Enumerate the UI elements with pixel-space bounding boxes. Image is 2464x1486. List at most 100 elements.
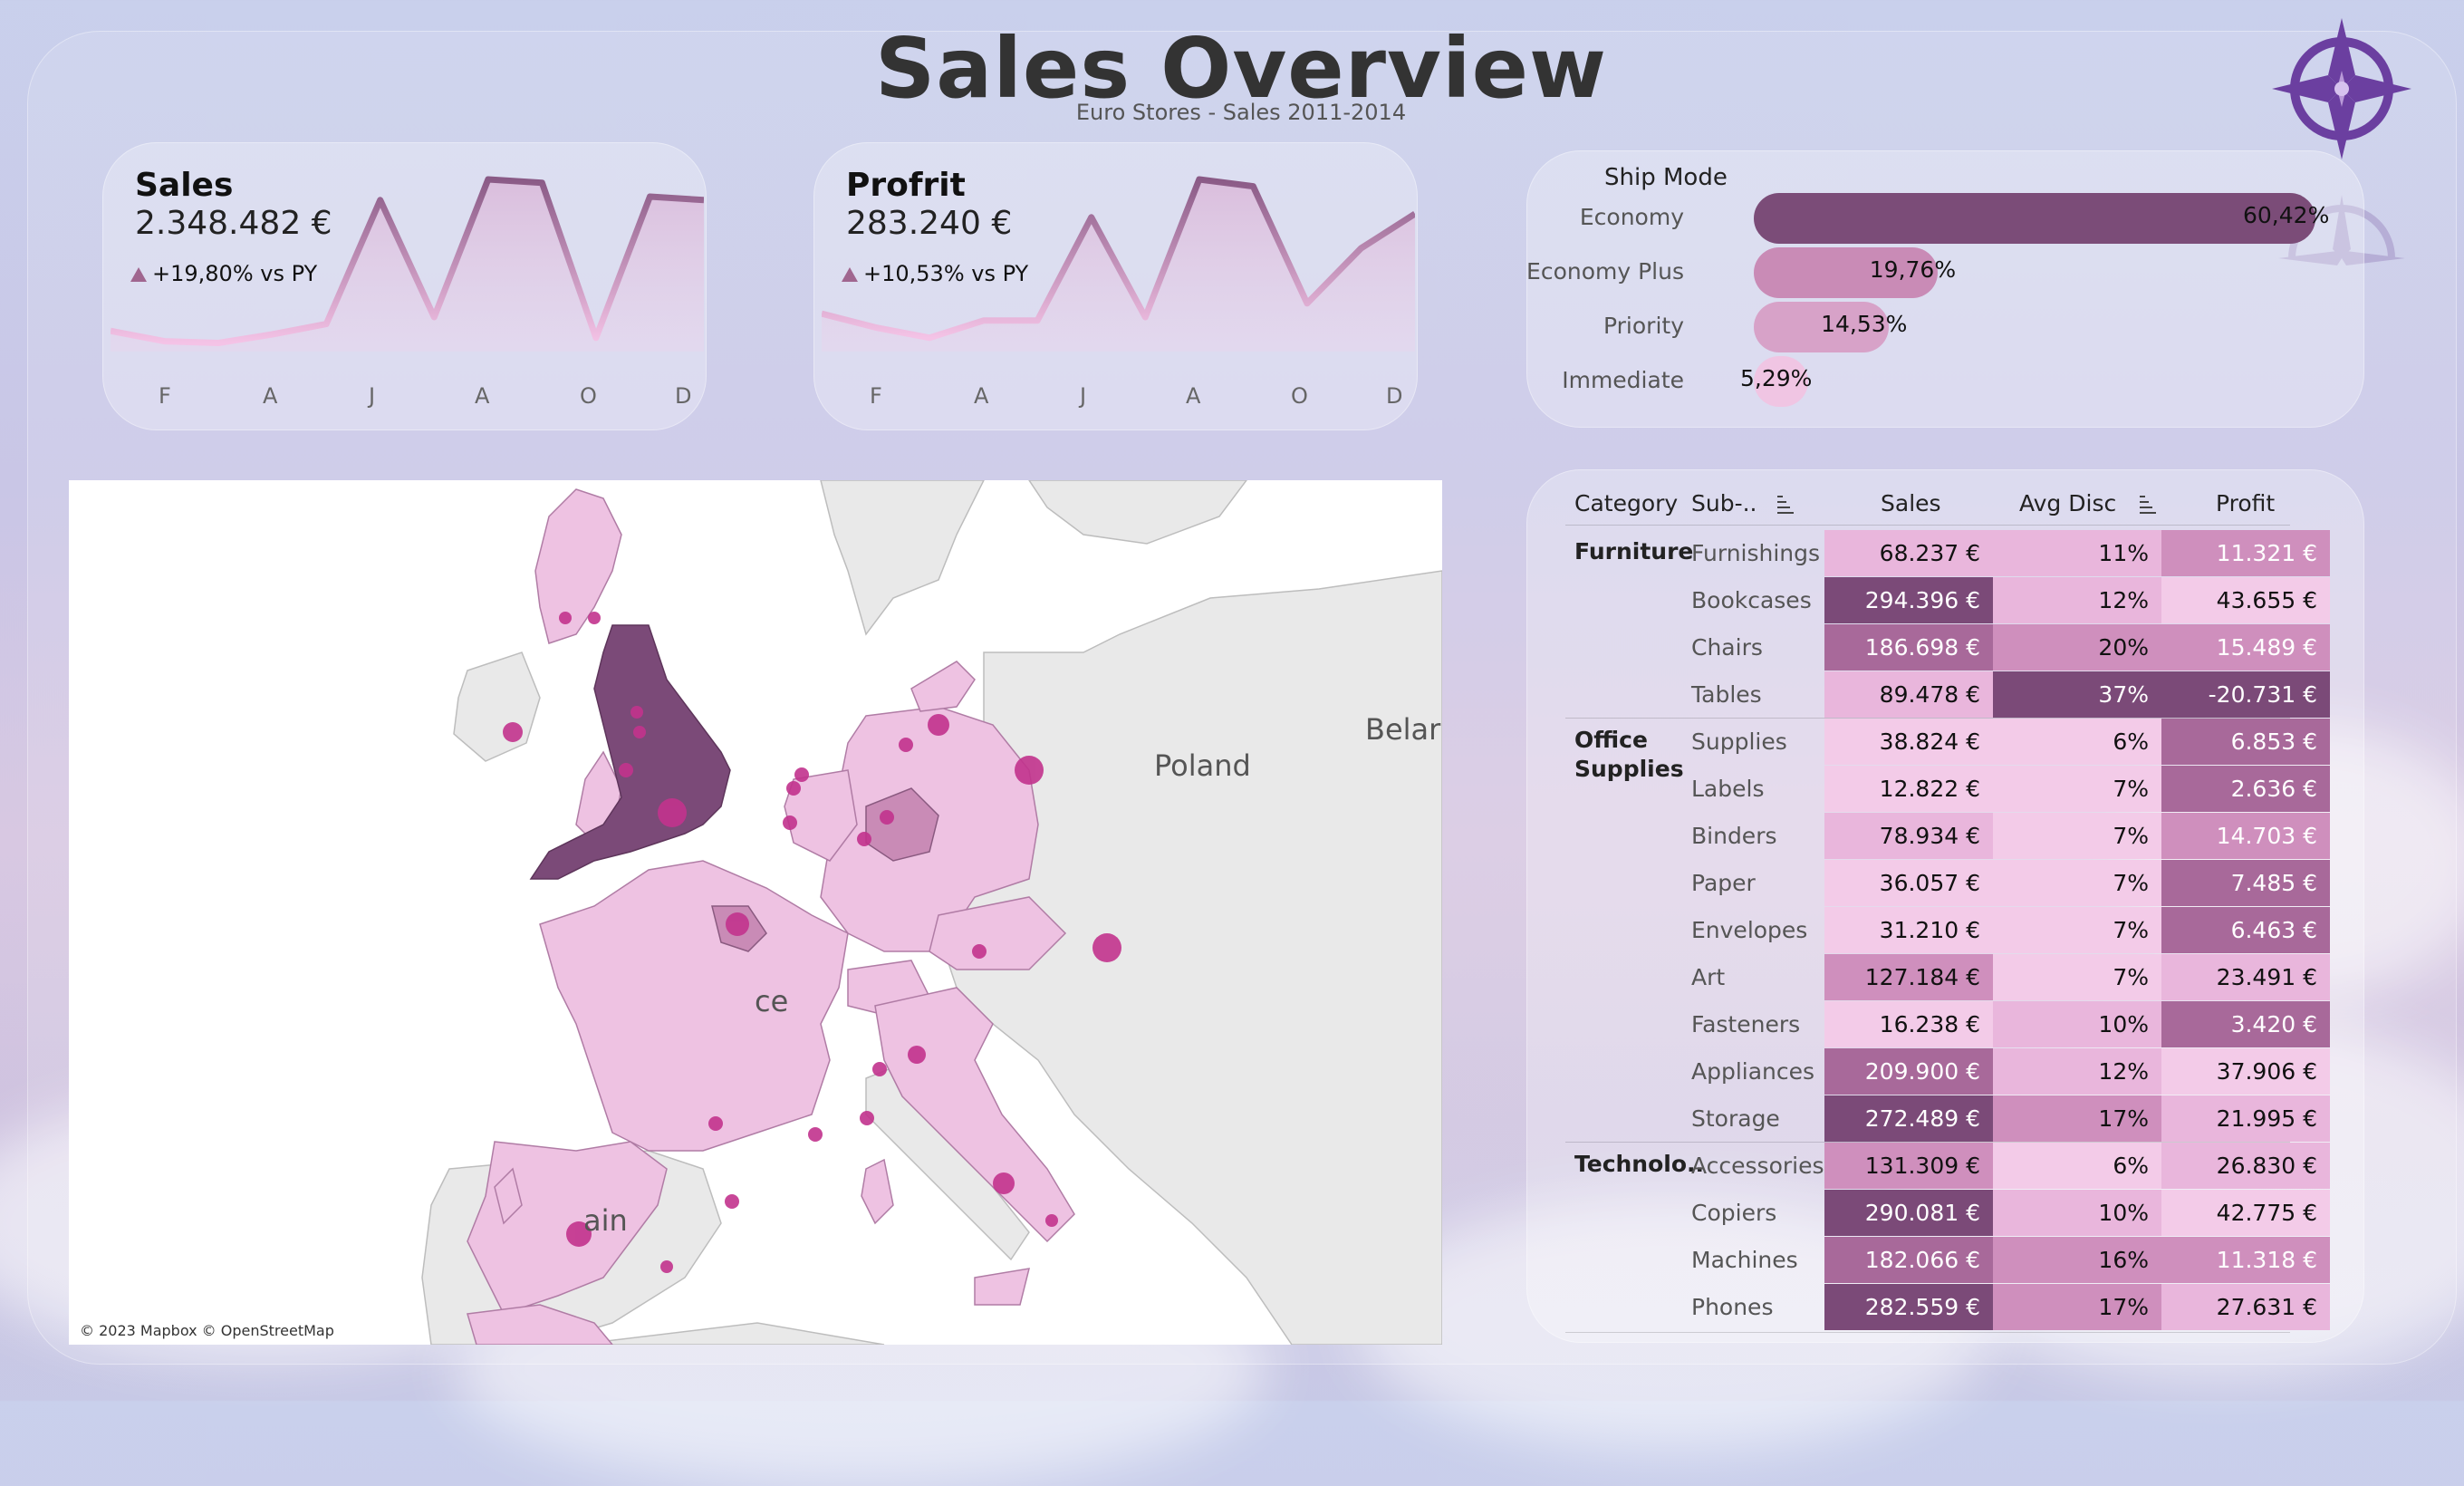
table-row[interactable]: Copiers 290.081 €10% 42.775 € [1527, 1190, 2363, 1237]
ship-mode-row[interactable]: Immediate 5,29% [1527, 356, 2363, 407]
profit-cell: 15.489 € [2161, 624, 2330, 671]
ship-mode-row[interactable]: Economy Plus 19,76% [1526, 247, 2363, 298]
ship-mode-value: 60,42% [2243, 202, 2330, 228]
table-row[interactable]: Bookcases 294.396 €12% 43.655 € [1527, 577, 2363, 624]
table-row[interactable]: Binders 78.934 €7% 14.703 € [1527, 813, 2363, 860]
header-sales[interactable]: Sales [1881, 490, 1941, 516]
table-row[interactable]: Machines 182.066 €16% 11.318 € [1527, 1237, 2363, 1284]
sub-category-label: Envelopes [1691, 917, 1808, 943]
sub-category-label: Phones [1691, 1294, 1774, 1320]
ship-mode-label: Economy [1579, 204, 1684, 230]
profit-cell: 23.491 € [2161, 954, 2330, 1000]
profit-kpi-card[interactable]: Profrit 283.240 € +10,53% vs PY F A J A … [813, 142, 1418, 430]
ship-mode-value: 14,53% [1821, 311, 1908, 337]
header-category[interactable]: Category [1574, 490, 1679, 516]
ship-mode-value: 19,76% [1869, 256, 1957, 283]
table-row[interactable]: Storage 272.489 €17% 21.995 € [1527, 1095, 2363, 1143]
table-row[interactable]: Envelopes 31.210 €7% 6.463 € [1527, 907, 2363, 954]
sub-category-label: Tables [1691, 681, 1762, 708]
category-label: Furniture [1574, 538, 1694, 564]
sub-category-label: Furnishings [1691, 540, 1821, 566]
sort-descending-icon[interactable] [1776, 494, 1795, 514]
sub-category-label: Chairs [1691, 634, 1763, 661]
ship-mode-value: 5,29% [1740, 365, 1813, 391]
group-divider [1565, 718, 2290, 719]
ship-mode-bar[interactable] [1754, 247, 1938, 298]
ship-mode-label: Immediate [1562, 367, 1684, 393]
header-profit[interactable]: Profit [2216, 490, 2276, 516]
sales-cell: 131.309 € [1824, 1143, 1993, 1189]
sort-descending-icon[interactable] [2138, 494, 2158, 514]
sub-category-label: Fasteners [1691, 1011, 1801, 1037]
table-row[interactable]: Fasteners 16.238 €10% 3.420 € [1527, 1001, 2363, 1048]
ship-mode-bar[interactable] [1754, 356, 1808, 407]
avg-disc-cell: 7% [1993, 907, 2161, 953]
avg-disc-cell: 16% [1993, 1237, 2161, 1283]
map-canvas[interactable] [69, 480, 1442, 1345]
map-attribution: © 2023 Mapbox © OpenStreetMap [80, 1322, 334, 1339]
profit-axis-tick: F [870, 383, 882, 409]
sub-category-label: Storage [1691, 1105, 1780, 1132]
category-table-card: Category Sub-.. Sales Avg Disc Profit Fu… [1526, 469, 2364, 1343]
ship-mode-row[interactable]: Economy 60,42% [1527, 193, 2363, 244]
profit-axis-tick: D [1386, 383, 1403, 409]
map-label-spain: ain [583, 1203, 628, 1238]
table-row[interactable]: Phones 282.559 €17% 27.631 € [1527, 1284, 2363, 1331]
profit-kpi-label: Profrit [846, 167, 966, 204]
profit-kpi-value: 283.240 € [846, 205, 1013, 242]
profit-cell: 14.703 € [2161, 813, 2330, 859]
sales-axis-tick: O [580, 383, 597, 409]
sub-category-label: Labels [1691, 776, 1765, 802]
profit-cell: 43.655 € [2161, 577, 2330, 623]
sales-cell: 272.489 € [1824, 1095, 1993, 1142]
compass-star-icon [2265, 16, 2419, 161]
table-row[interactable]: Appliances 209.900 €12% 37.906 € [1527, 1048, 2363, 1095]
profit-cell: 42.775 € [2161, 1190, 2330, 1236]
sales-kpi-card[interactable]: Sales 2.348.482 € +19,80% vs PY F A J A … [102, 142, 707, 430]
sales-cell: 290.081 € [1824, 1190, 1993, 1236]
europe-map[interactable]: Poland Belaru ce ain © 2023 Mapbox © Ope… [69, 480, 1442, 1345]
category-label: Office Supplies [1574, 727, 1684, 782]
sales-sparkline [111, 176, 704, 352]
sales-cell: 12.822 € [1824, 766, 1993, 812]
profit-cell: -20.731 € [2161, 671, 2330, 718]
table-row[interactable]: Labels 12.822 €7% 2.636 € [1527, 766, 2363, 813]
avg-disc-cell: 20% [1993, 624, 2161, 671]
table-row[interactable]: Art 127.184 €7% 23.491 € [1527, 954, 2363, 1001]
sparkline-line [822, 176, 1415, 342]
sales-cell: 89.478 € [1824, 671, 1993, 718]
sub-category-label: Art [1691, 964, 1726, 990]
avg-disc-cell: 12% [1993, 1048, 2161, 1095]
sales-cell: 36.057 € [1824, 860, 1993, 906]
ship-mode-card: Ship Mode Economy 60,42% Economy Plus 19… [1526, 150, 2364, 428]
sales-cell: 16.238 € [1824, 1001, 1993, 1047]
avg-disc-cell: 37% [1993, 671, 2161, 718]
ship-mode-row[interactable]: Priority 14,53% [1527, 302, 2363, 352]
profit-cell: 6.853 € [2161, 719, 2330, 765]
sales-axis-tick: F [159, 383, 171, 409]
sales-kpi-value: 2.348.482 € [135, 205, 332, 242]
ship-mode-bar[interactable] [1754, 193, 2315, 244]
profit-cell: 2.636 € [2161, 766, 2330, 812]
table-row[interactable]: Chairs 186.698 €20% 15.489 € [1527, 624, 2363, 671]
table-row[interactable]: Furnishings 68.237 €11% 11.321 € [1527, 530, 2363, 577]
sub-category-label: Appliances [1691, 1058, 1815, 1085]
table-row[interactable]: Accessories 131.309 €6% 26.830 € [1527, 1143, 2363, 1190]
sales-kpi-label: Sales [135, 167, 234, 204]
profit-delta-text: +10,53% vs PY [863, 261, 1029, 286]
table-row[interactable]: Tables 89.478 €37% -20.731 € [1527, 671, 2363, 719]
ship-mode-bar[interactable] [1754, 302, 1890, 352]
sub-category-label: Paper [1691, 870, 1756, 896]
sales-cell: 282.559 € [1824, 1284, 1993, 1330]
header-avg-disc[interactable]: Avg Disc [2019, 490, 2117, 516]
avg-disc-cell: 7% [1993, 954, 2161, 1000]
table-row[interactable]: Supplies 38.824 €6% 6.853 € [1527, 719, 2363, 766]
sales-axis-tick: A [263, 383, 278, 409]
profit-cell: 6.463 € [2161, 907, 2330, 953]
profit-sparkline [822, 176, 1415, 352]
table-row[interactable]: Paper 36.057 €7% 7.485 € [1527, 860, 2363, 907]
sub-category-label: Bookcases [1691, 587, 1812, 613]
header-sub-category[interactable]: Sub-.. [1691, 490, 1757, 516]
map-label-belarus: Belaru [1365, 712, 1442, 747]
ship-mode-label: Priority [1603, 313, 1684, 339]
